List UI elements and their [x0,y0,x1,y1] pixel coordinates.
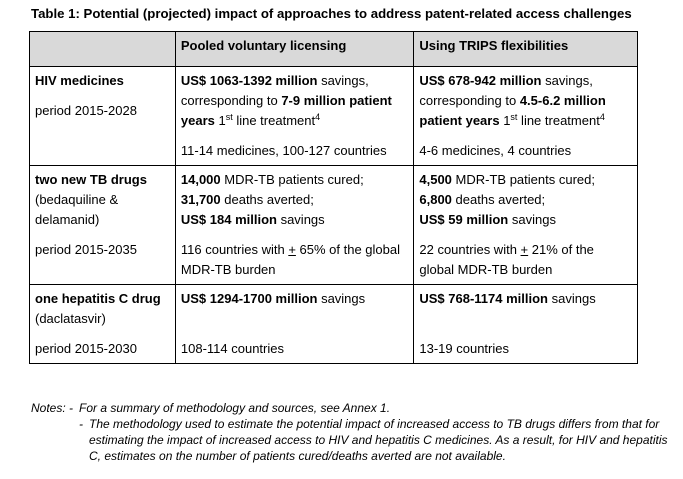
trips-cell-tb: 4,500 MDR-TB patients cured; 6,800 death… [413,165,638,285]
trips-hiv-scope: 4-6 medicines, 4 countries [419,143,572,158]
pooled-tb-cured: 14,000 MDR-TB patients cured; [180,172,364,187]
note-2-dash: - [79,417,83,431]
trips-cell-hiv: US$ 678-942 million savings, correspondi… [413,66,638,166]
trips-cell-hepc: US$ 768-1174 million savings 13-19 count… [413,284,638,364]
row-label-cell: HIV medicines period 2015-2028 [29,66,176,166]
row-label-sub: (daclatasvir) [35,311,106,326]
row-label-cell: two new TB drugs (bedaquiline & delamani… [29,165,176,285]
trips-hiv-summary: US$ 678-942 million savings, correspondi… [419,73,606,128]
pooled-hiv-scope: 11-14 medicines, 100-127 countries [180,143,387,158]
trips-tb-cured: 4,500 MDR-TB patients cured; [419,172,595,187]
row-period: period 2015-2035 [35,242,137,257]
row-period: period 2015-2028 [35,103,137,118]
table-notes: Notes: - For a summary of methodology an… [31,400,671,464]
pooled-tb-savings: US$ 184 million savings [180,212,325,227]
trips-hepc-scope: 13-19 countries [419,341,509,356]
notes-label: Notes: - [31,401,74,415]
pooled-cell-hepc: US$ 1294-1700 million savings 108-114 co… [174,284,415,364]
pooled-hiv-summary: US$ 1063-1392 million savings, correspon… [180,73,392,128]
row-label: two new TB drugs [35,172,147,187]
pooled-tb-deaths: 31,700 deaths averted; [180,192,314,207]
header-pooled-licensing: Pooled voluntary licensing [174,31,415,67]
table-header-row: Pooled voluntary licensing Using TRIPS f… [29,31,638,67]
trips-hepc-savings: US$ 768-1174 million savings [419,291,596,306]
pooled-hepc-savings: US$ 1294-1700 million savings [180,291,366,306]
pooled-cell-hiv: US$ 1063-1392 million savings, correspon… [174,66,415,166]
table-row-hiv: HIV medicines period 2015-2028 US$ 1063-… [29,66,638,166]
pooled-tb-scope: 116 countries with + 65% of the global M… [180,242,400,277]
pooled-cell-tb: 14,000 MDR-TB patients cured; 31,700 dea… [174,165,415,285]
note-2: The methodology used to estimate the pot… [89,417,668,463]
pooled-hepc-scope: 108-114 countries [180,341,284,356]
row-label: HIV medicines [35,73,124,88]
trips-tb-deaths: 6,800 deaths averted; [419,192,546,207]
table-title: Table 1: Potential (projected) impact of… [31,6,632,21]
table-row-tb: two new TB drugs (bedaquiline & delamani… [29,165,638,285]
row-label-cell: one hepatitis C drug (daclatasvir) perio… [29,284,176,364]
row-label: one hepatitis C drug [35,291,161,306]
trips-tb-savings: US$ 59 million savings [419,212,556,227]
row-label-sub: (bedaquiline & delamanid) [35,192,119,227]
header-trips-flexibilities: Using TRIPS flexibilities [413,31,638,67]
note-1: For a summary of methodology and sources… [79,401,391,415]
trips-tb-scope: 22 countries with + 21% of the global MD… [419,242,594,277]
row-period: period 2015-2030 [35,341,137,356]
header-empty-cell [29,31,176,67]
table-row-hepc: one hepatitis C drug (daclatasvir) perio… [29,284,638,364]
impact-table: Pooled voluntary licensing Using TRIPS f… [29,31,638,364]
